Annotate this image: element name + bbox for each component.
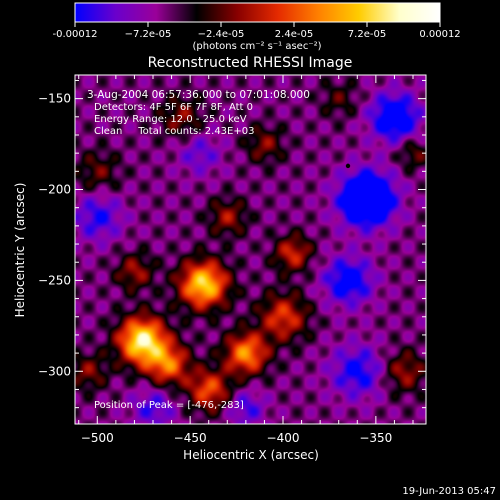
y-tick-label: −200 <box>38 183 71 197</box>
footer-timestamp: 19-Jun-2013 05:47 <box>402 486 496 497</box>
x-tick-label: −450 <box>174 431 207 445</box>
y-axis-label: Heliocentric Y (arcsec) <box>13 183 27 318</box>
colorbar-tick-label: 7.2e-05 <box>348 29 386 40</box>
colorbar-ticks: -0.00012 −7.2e-05 −2.4e-05 2.4e-05 7.2e-05 0.… <box>53 22 461 40</box>
x-tick-label: −400 <box>267 431 300 445</box>
info-annotations: 3-Aug-2004 06:57:36.000 to 07:01:08.000 … <box>87 89 310 411</box>
x-axis-ticks: −500 −450 −400 −350 <box>78 75 414 445</box>
annotation-detectors: Detectors: 4F 5F 6F 7F 8F, Att 0 <box>94 102 253 113</box>
y-tick-label: −300 <box>38 364 71 378</box>
x-tick-label: −500 <box>81 431 114 445</box>
plot-frame <box>74 74 427 425</box>
x-axis-label: Heliocentric X (arcsec) <box>183 448 319 462</box>
colorbar-gradient <box>74 2 441 23</box>
colorbar-unit-label: (photons cm⁻² s⁻¹ asec⁻²) <box>192 41 321 52</box>
colorbar-tick-label: -0.00012 <box>53 29 98 40</box>
colorbar-tick-label: −7.2e-05 <box>125 29 172 40</box>
peak-marker <box>345 163 351 169</box>
annotation-time-range: 3-Aug-2004 06:57:36.000 to 07:01:08.000 <box>87 89 310 101</box>
annotation-energy-range: Energy Range: 12.0 - 25.0 keV <box>94 114 247 125</box>
y-axis-ticks: −150 −200 −250 −300 <box>38 79 426 409</box>
y-tick-label: −250 <box>38 273 71 287</box>
chart-title: Reconstructed RHESSI Image <box>148 55 353 71</box>
colorbar-tick-label: −2.4e-05 <box>198 29 245 40</box>
y-tick-label: −150 <box>38 92 71 106</box>
x-tick-label: −350 <box>359 431 392 445</box>
annotation-clean-counts: Clean Total counts: 2.43E+03 <box>94 126 254 137</box>
colorbar: -0.00012 −7.2e-05 −2.4e-05 2.4e-05 7.2e-05 0.… <box>53 2 461 52</box>
colorbar-tick-label: 2.4e-05 <box>275 29 313 40</box>
colorbar-tick-label: 0.00012 <box>419 29 460 40</box>
plot-area: −500 −450 −400 −350 −150 −200 −250 −300 <box>38 74 427 445</box>
peak-position-label: Position of Peak = [-476,-283] <box>94 400 244 411</box>
heatmap-image <box>75 75 426 424</box>
